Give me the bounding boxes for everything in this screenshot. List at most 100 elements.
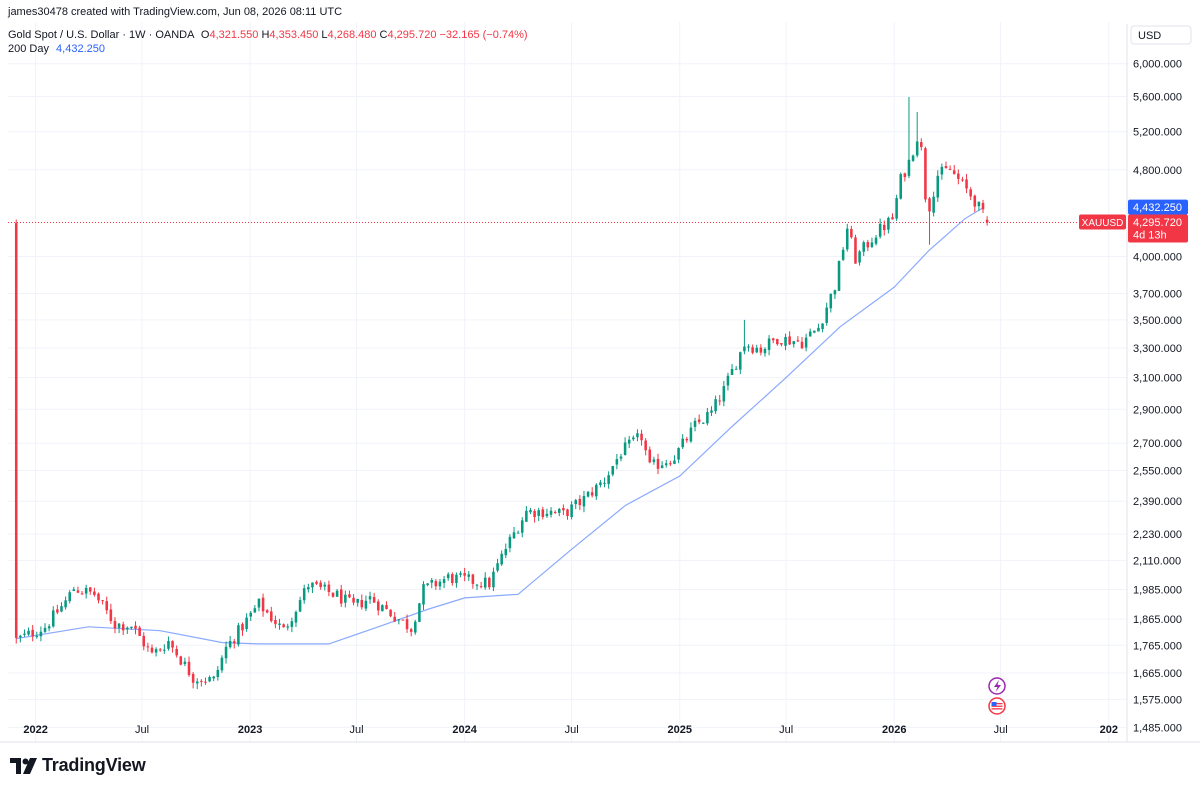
candle <box>245 613 248 632</box>
low-label: L <box>321 29 328 41</box>
candle <box>607 471 610 489</box>
candle-body <box>948 168 952 170</box>
candle <box>660 461 664 469</box>
candle-body <box>590 492 594 496</box>
candle-body <box>961 179 964 181</box>
candle-body <box>265 610 269 613</box>
candle <box>722 380 726 407</box>
candle-body <box>841 249 845 260</box>
candle-body <box>257 598 261 608</box>
candle <box>126 626 129 634</box>
candle <box>414 619 417 635</box>
candle <box>825 302 828 326</box>
candle-body <box>56 609 59 613</box>
candle <box>932 191 935 217</box>
candle-body <box>780 343 783 345</box>
candle-body <box>381 605 384 612</box>
candle <box>808 328 812 337</box>
candle-body <box>928 198 931 212</box>
candle-body <box>607 475 610 484</box>
candle <box>969 187 972 201</box>
candle <box>270 606 273 623</box>
candle-body <box>372 596 376 603</box>
candle-body <box>512 532 516 539</box>
candle-body <box>508 536 512 549</box>
candle <box>763 347 767 357</box>
candle-body <box>348 594 351 598</box>
us-flag-event-icon[interactable] <box>988 697 1006 715</box>
high-label: H <box>261 29 270 41</box>
candle <box>163 644 166 654</box>
candle <box>557 507 561 517</box>
candle <box>734 366 738 370</box>
candle-body <box>829 293 833 309</box>
time-axis[interactable]: 2022 Jul 2023 Jul 2024 Jul 2025 Jul 2026 Jul 202 <box>0 724 1200 743</box>
ma-line <box>16 207 984 645</box>
candle-body <box>619 456 623 459</box>
candle <box>253 605 257 613</box>
currency-box[interactable] <box>1130 25 1192 45</box>
candle <box>265 609 269 614</box>
candle <box>578 495 582 511</box>
candle <box>237 622 240 647</box>
symbol-legend[interactable]: Gold Spot / U.S. Dollar · 1W · OANDA O4,… <box>8 29 528 41</box>
candle <box>714 395 717 415</box>
candle <box>965 173 968 194</box>
candle <box>121 621 125 635</box>
candle <box>537 507 540 521</box>
candle-body <box>965 179 968 189</box>
event-icons[interactable] <box>988 677 1006 715</box>
candle <box>89 587 92 595</box>
candle-body <box>195 681 199 684</box>
candle-body <box>434 581 438 587</box>
candle <box>446 572 450 581</box>
candle-body <box>973 195 977 207</box>
candle <box>973 194 977 213</box>
candle <box>619 453 623 462</box>
candle-body <box>121 624 125 631</box>
price-tick-label: 1,765.000 <box>1133 640 1182 652</box>
candle-body <box>163 649 166 651</box>
candle <box>171 640 174 653</box>
candle <box>405 614 409 633</box>
candle-body <box>68 592 71 602</box>
candle <box>150 644 154 654</box>
candle <box>327 580 331 597</box>
candle <box>216 665 220 681</box>
candle-body <box>586 491 590 497</box>
tradingview-logo[interactable]: TradingView <box>10 755 146 776</box>
candle-body <box>117 623 121 628</box>
candle-body <box>854 237 857 264</box>
candle <box>952 165 956 175</box>
candle <box>496 558 499 573</box>
candle <box>471 573 475 589</box>
candle <box>817 323 820 332</box>
candle-body <box>39 631 43 637</box>
candle <box>701 422 705 425</box>
candle-body <box>60 606 63 612</box>
candle <box>220 655 224 673</box>
candle-body <box>656 458 660 469</box>
candle-body <box>138 627 141 637</box>
open-value: 4,321.550 <box>209 29 259 41</box>
candle-body <box>179 656 183 665</box>
price-tick-label: 2,550.000 <box>1133 465 1182 477</box>
candle-body <box>952 170 956 174</box>
candle <box>80 591 84 595</box>
candle <box>656 453 660 475</box>
price-tick-label: 2,900.000 <box>1133 404 1182 416</box>
candle <box>730 363 734 376</box>
chart-grid <box>8 22 1127 742</box>
candle-body <box>187 661 191 676</box>
candle <box>940 163 944 180</box>
price-tick-label: 1,865.000 <box>1133 614 1182 626</box>
ma-legend[interactable]: 200 Day 4,432.250 <box>8 43 105 55</box>
candle <box>311 582 314 594</box>
candle <box>804 333 808 352</box>
lightning-event-icon[interactable] <box>988 677 1006 695</box>
candle <box>755 344 759 354</box>
candle <box>586 490 590 498</box>
price-axis[interactable]: USD 6,000.000 5,600.000 5,200.000 4,800.000 4… <box>1126 24 1192 742</box>
candle <box>652 456 656 465</box>
